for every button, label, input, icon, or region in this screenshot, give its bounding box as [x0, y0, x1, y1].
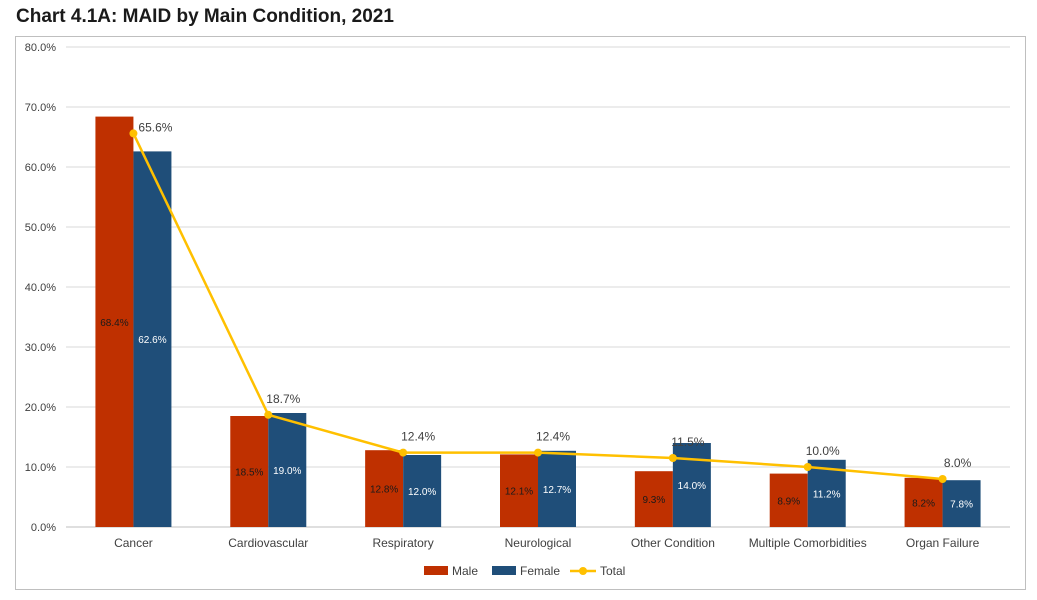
legend-total-marker — [579, 567, 587, 575]
female-bar — [268, 413, 307, 527]
male-data-label: 68.4% — [100, 318, 128, 329]
male-bar — [365, 450, 404, 527]
total-point — [668, 454, 677, 462]
male-bar — [634, 471, 673, 527]
x-category-label: Neurological — [505, 536, 572, 550]
total-point — [803, 463, 812, 471]
male-bar — [500, 454, 538, 527]
female-data-label: 19.0% — [273, 466, 301, 477]
female-data-label: 11.2% — [813, 489, 841, 500]
chart-frame — [15, 36, 1026, 590]
chart-title: Chart 4.1A: MAID by Main Condition, 2021 — [16, 6, 394, 27]
y-tick-label: 50.0% — [25, 222, 56, 234]
male-data-label: 9.3% — [642, 495, 665, 506]
y-tick-label: 0.0% — [31, 522, 56, 534]
total-data-label: 10.0% — [806, 444, 840, 458]
legend-female-swatch — [492, 566, 516, 575]
male-data-label: 18.5% — [235, 468, 263, 479]
x-category-label: Multiple Comorbidities — [749, 536, 867, 550]
total-data-label: 8.0% — [944, 456, 972, 470]
total-point — [399, 448, 408, 457]
legend-total-label: Total — [600, 564, 625, 578]
female-bar — [403, 455, 442, 527]
y-tick-label: 40.0% — [25, 282, 56, 294]
female-data-label: 7.8% — [950, 500, 973, 511]
female-bar — [133, 151, 172, 527]
legend-male-swatch — [424, 566, 448, 575]
male-data-label: 8.2% — [912, 498, 935, 509]
male-bar — [769, 473, 808, 527]
y-tick-label: 30.0% — [25, 342, 56, 354]
female-data-label: 12.7% — [543, 485, 571, 496]
y-tick-label: 60.0% — [25, 162, 56, 174]
female-data-label: 14.0% — [678, 481, 706, 492]
total-data-label: 11.5% — [671, 435, 704, 449]
total-point — [938, 475, 947, 483]
total-point — [534, 448, 542, 457]
legend-male-label: Male — [452, 564, 478, 578]
x-category-label: Organ Failure — [906, 536, 980, 550]
y-tick-label: 80.0% — [25, 42, 56, 54]
total-point — [264, 410, 273, 419]
x-category-label: Cancer — [114, 536, 153, 550]
female-data-label: 62.6% — [138, 335, 166, 346]
total-data-label: 12.4% — [401, 430, 435, 444]
male-bar — [230, 416, 269, 527]
y-tick-label: 20.0% — [25, 402, 56, 414]
male-bar — [904, 477, 943, 527]
total-data-label: 65.6% — [138, 120, 172, 134]
female-bar — [672, 443, 711, 527]
total-point — [129, 129, 138, 138]
male-data-label: 8.9% — [777, 496, 800, 507]
x-category-label: Respiratory — [372, 536, 433, 550]
total-data-label: 12.4% — [536, 430, 570, 444]
y-tick-label: 10.0% — [25, 462, 56, 474]
x-category-label: Other Condition — [631, 536, 715, 550]
female-data-label: 12.0% — [408, 487, 436, 498]
male-bar — [95, 116, 134, 527]
male-data-label: 12.1% — [505, 487, 533, 498]
total-data-label: 18.7% — [266, 392, 300, 406]
y-tick-label: 70.0% — [25, 102, 56, 114]
female-bar — [942, 480, 981, 527]
female-bar — [538, 450, 576, 527]
legend-female-label: Female — [520, 564, 560, 578]
x-category-label: Cardiovascular — [228, 536, 308, 550]
male-data-label: 12.8% — [370, 485, 398, 496]
